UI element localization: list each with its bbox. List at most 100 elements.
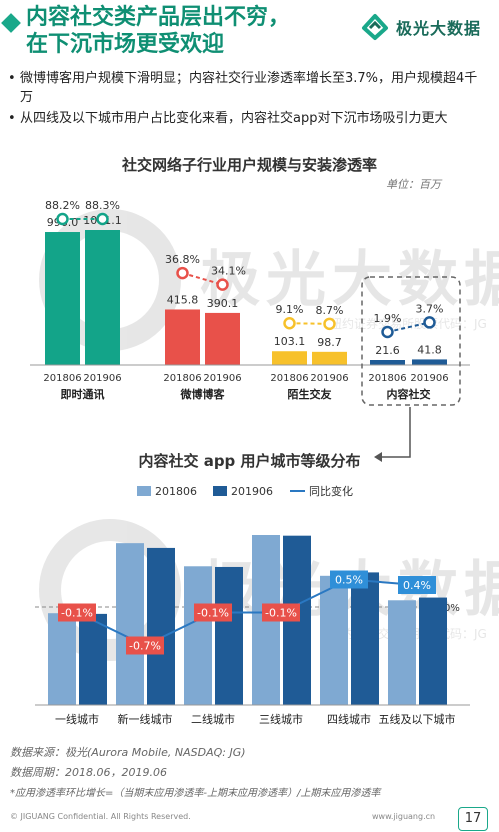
brand-name: 极光大数据 bbox=[396, 19, 482, 38]
bar bbox=[320, 575, 348, 705]
bar bbox=[205, 312, 240, 365]
chart1-unit: 单位：百万 bbox=[386, 178, 441, 191]
bar bbox=[388, 600, 416, 705]
rate-label: 9.1% bbox=[276, 303, 304, 316]
rate-point bbox=[323, 317, 336, 331]
tick-label: 201906 bbox=[410, 373, 448, 384]
change-label: -0.1% bbox=[194, 603, 232, 622]
change-label-box bbox=[262, 603, 300, 622]
change-label-text: 0.4% bbox=[403, 579, 431, 592]
change-label: -0.1% bbox=[262, 603, 300, 622]
bar-value-label: 415.8 bbox=[167, 293, 199, 306]
legend-swatch bbox=[137, 486, 151, 496]
page-title: 内容社交类产品层出不穷， 在下沉市场更受欢迎 bbox=[26, 4, 356, 58]
bar bbox=[272, 351, 307, 365]
tick-label: 201906 bbox=[203, 373, 241, 384]
tick-label: 三线城市 bbox=[259, 712, 303, 726]
change-label: 0.5% bbox=[330, 570, 368, 589]
connector-arrow-icon bbox=[374, 407, 411, 462]
rate-label: 36.8% bbox=[165, 253, 200, 266]
rate-point bbox=[176, 266, 189, 280]
tick-label: 201806 bbox=[270, 373, 308, 384]
highlight-box bbox=[361, 276, 461, 406]
rate-label: 34.1% bbox=[211, 265, 246, 278]
change-label-box bbox=[398, 576, 436, 594]
confidential-text: © JIGUANG Confidential. All Rights Reser… bbox=[10, 812, 191, 821]
bar bbox=[419, 597, 447, 705]
tick-label: 新一线城市 bbox=[118, 712, 173, 726]
tick-label: 201806 bbox=[163, 373, 201, 384]
bar-value-label: 21.6 bbox=[375, 344, 400, 357]
change-label: 0.4% bbox=[398, 576, 436, 594]
bullet-text: 从四线及以下城市用户占比变化来看，内容社交app对下沉市场吸引力更大 bbox=[20, 111, 448, 126]
chart1: 极光大数据纽约证券交易所股票代码：JG996.02018061011.12019… bbox=[30, 199, 499, 406]
chart2-title: 内容社交 app 用户城市等级分布 bbox=[138, 452, 361, 470]
site-link[interactable]: www.jiguang.cn bbox=[372, 812, 436, 821]
change-label: -0.1% bbox=[58, 603, 96, 622]
bullet-text: 微博博客用户规模下滑明显；内容社交行业渗透率增长至3.7%，用户规模超4千万 bbox=[20, 71, 478, 105]
bullet-dot-icon: • bbox=[8, 71, 16, 86]
rate-label: 3.7% bbox=[416, 302, 444, 315]
bar-value-label: 390.1 bbox=[207, 297, 239, 310]
bar bbox=[370, 360, 405, 365]
bullet-item: • 微博博客用户规模下滑明显；内容社交行业渗透率增长至3.7%，用户规模超4千万 bbox=[8, 69, 488, 107]
bar bbox=[116, 543, 144, 705]
bar-value-label: 98.7 bbox=[317, 336, 342, 349]
rate-label: 1.9% bbox=[374, 312, 402, 325]
chart2: 极光大数据纽约证券交易所股票代码：JG201806201906同比变化0%一线城… bbox=[35, 484, 499, 726]
rate-point bbox=[216, 278, 229, 291]
bar bbox=[147, 547, 175, 705]
group-label: 微博博客 bbox=[180, 387, 226, 401]
rate-point bbox=[423, 316, 436, 329]
page-title-line2: 在下沉市场更受欢迎 bbox=[26, 32, 225, 57]
tick-label: 四线城市 bbox=[327, 712, 371, 726]
page-number: 17 bbox=[458, 807, 488, 831]
bar bbox=[45, 232, 80, 365]
title-diamond-icon bbox=[1, 13, 21, 33]
tick-label: 一线城市 bbox=[55, 712, 99, 726]
rate-label: 88.3% bbox=[85, 199, 120, 212]
bar bbox=[215, 566, 243, 705]
legend-label: 201806 bbox=[155, 485, 197, 498]
change-label: -0.7% bbox=[126, 636, 164, 655]
legend-swatch bbox=[213, 486, 227, 496]
legend-label: 201906 bbox=[231, 485, 273, 498]
footer-period: 数据周期：2018.06，2019.06 bbox=[10, 766, 167, 779]
bar bbox=[79, 613, 107, 705]
chart1-title: 社交网络子行业用户规模与安装渗透率 bbox=[121, 156, 377, 174]
change-label-box bbox=[126, 636, 164, 655]
bar-value-label: 41.8 bbox=[417, 343, 442, 356]
bullet-list: • 微博博客用户规模下滑明显；内容社交行业渗透率增长至3.7%，用户规模超4千万… bbox=[8, 69, 488, 130]
change-label-box bbox=[330, 570, 368, 589]
change-label-box bbox=[194, 603, 232, 622]
legend: 201806 201906 同比变化 bbox=[137, 484, 353, 498]
tick-label: 201806 bbox=[43, 373, 81, 384]
bullet-item: • 从四线及以下城市用户占比变化来看，内容社交app对下沉市场吸引力更大 bbox=[8, 109, 488, 128]
change-label-text: 0.5% bbox=[335, 574, 363, 587]
group-label: 内容社交 bbox=[387, 387, 431, 401]
header: 内容社交类产品层出不穷， 在下沉市场更受欢迎 极光大数据 bbox=[0, 0, 499, 62]
footer-source: 数据来源：极光(Aurora Mobile, NASDAQ: JG) bbox=[10, 746, 246, 759]
brand: 极光大数据 bbox=[360, 12, 481, 42]
rate-point bbox=[381, 325, 394, 339]
watermark-text: 极光大数据 bbox=[200, 555, 499, 625]
bar bbox=[184, 566, 212, 705]
rate-point bbox=[96, 212, 109, 226]
bar bbox=[85, 230, 120, 365]
group-label: 即时通讯 bbox=[61, 387, 105, 401]
change-label-text: -0.1% bbox=[265, 607, 297, 620]
bottom-bar: © JIGUANG Confidential. All Rights Reser… bbox=[0, 808, 499, 832]
bullet-dot-icon: • bbox=[8, 111, 16, 126]
watermark-text: 极光大数据 bbox=[200, 245, 499, 315]
tick-label: 201906 bbox=[83, 373, 121, 384]
page-title-line1: 内容社交类产品层出不穷， bbox=[26, 5, 291, 30]
rate-point bbox=[56, 212, 69, 226]
change-label-text: -0.1% bbox=[197, 607, 229, 620]
tick-label: 201806 bbox=[368, 373, 406, 384]
bar bbox=[312, 351, 347, 365]
change-label-text: -0.7% bbox=[129, 640, 161, 653]
footer-note: *应用渗透率环比增长=（当期末应用渗透率-上期末应用渗透率）/上期末应用渗透率 bbox=[10, 788, 381, 799]
watermark-sub: 纽约证券交易所股票代码：JG bbox=[330, 316, 487, 331]
rate-line bbox=[387, 321, 430, 333]
